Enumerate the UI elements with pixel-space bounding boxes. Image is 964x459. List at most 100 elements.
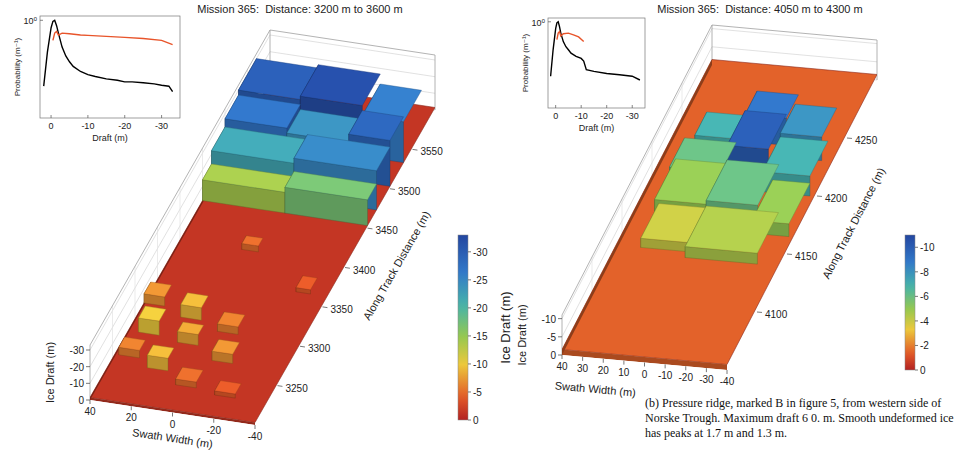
ice-block [147, 345, 173, 371]
block-top [349, 111, 404, 141]
colorbar-label: -25 [473, 275, 488, 286]
tick-label: -30 [70, 345, 85, 356]
tick-label: -20 [679, 372, 694, 383]
ice-block [176, 367, 203, 388]
tick [86, 366, 90, 367]
tick [368, 228, 373, 230]
colorbar-tick [468, 391, 471, 392]
colorbar-tick [468, 307, 471, 308]
inset-lines [44, 20, 173, 91]
tick-label: -20 [70, 362, 85, 373]
tick-label: 0 [550, 350, 556, 361]
tick-label: 20 [126, 412, 138, 423]
tick-label: 3500 [398, 186, 421, 197]
axis-title: Probability (m⁻¹) [521, 33, 530, 92]
caption: (b) Pressure ridge, marked B in figure 5… [645, 396, 957, 441]
tick-label: -40 [720, 376, 735, 387]
tick-label: 0 [78, 395, 84, 406]
block-top [218, 312, 245, 327]
block-top [181, 293, 208, 308]
tick-label: 4150 [795, 251, 818, 262]
inset-line [557, 32, 584, 42]
tick-label: 4200 [825, 193, 848, 204]
colorbar-title: Ice Draft (m) [498, 291, 513, 363]
tick [847, 138, 852, 139]
ice-block [119, 337, 145, 358]
level-ice [90, 83, 435, 423]
inset-frame [548, 18, 645, 108]
tick [757, 312, 762, 313]
block-top [212, 339, 239, 354]
tick-label: 3450 [376, 225, 399, 236]
tick-label: -10 [70, 378, 85, 389]
tick-label: 0 [553, 111, 558, 121]
block-top [242, 236, 263, 246]
tick-label: 3550 [421, 146, 444, 157]
tick-label: 30 [577, 363, 589, 374]
ice-block [181, 293, 208, 321]
axis-title: Swath Width (m) [554, 379, 636, 398]
tick-label: -40 [248, 431, 263, 442]
figure: 40200-20-403250330033503400345035003550-… [0, 0, 964, 459]
tick [300, 346, 305, 348]
tick [787, 254, 792, 255]
ice-block [203, 164, 295, 213]
tick-label: 4250 [855, 135, 878, 146]
tick [86, 383, 90, 384]
axis-title: Along Track Distance (m) [820, 166, 887, 281]
grid-line [112, 306, 113, 361]
tick-label: 0 [49, 121, 54, 131]
colorbar-label: -20 [473, 303, 488, 314]
tick-label: -30 [155, 121, 168, 131]
block-top [215, 381, 242, 394]
tick-label: 20 [598, 365, 610, 376]
tick [124, 115, 125, 118]
tick [562, 355, 563, 359]
block-top [294, 135, 390, 171]
ice-block [139, 306, 166, 335]
colorbar-label: -10 [920, 242, 935, 253]
box-frame [712, 25, 713, 65]
tick-label: -10 [542, 314, 557, 325]
tick-label: 40 [556, 361, 568, 372]
tick [558, 336, 562, 337]
colorbar-tick [915, 271, 918, 272]
block-top [147, 345, 173, 358]
tick-label: 3250 [286, 383, 309, 394]
tick [558, 355, 562, 356]
box-frame [90, 345, 91, 400]
axis-title: Draft (m) [92, 133, 128, 143]
panel: 40200-20-403250330033503400345035003550-… [13, 3, 513, 450]
block-top [296, 276, 317, 290]
tick [606, 105, 607, 108]
axis-title: Along Track Distance (m) [361, 209, 433, 322]
axis-title: Draft (m) [579, 123, 615, 133]
axis-title: Swath Width (m) [132, 426, 214, 450]
block-top [212, 127, 308, 163]
colorbar-tick [468, 279, 471, 280]
colorbar-tick [468, 251, 471, 252]
tick [213, 419, 214, 423]
axis-title: Probability (m⁻¹) [13, 37, 22, 96]
block-top [178, 322, 204, 335]
tick-label: 10 [618, 367, 630, 378]
colorbar [905, 235, 915, 370]
block-top [285, 172, 377, 200]
colorbar-tick [915, 296, 918, 297]
tick [632, 105, 633, 108]
panel: 403020100-10-20-30-404100415042004250-10… [516, 3, 935, 399]
tick [51, 115, 52, 118]
tick [685, 366, 686, 370]
block-top [300, 65, 380, 106]
block-top [780, 104, 836, 137]
tick [90, 400, 91, 404]
grid-line [157, 227, 158, 282]
colorbar-label: -4 [920, 316, 929, 327]
inset-line [53, 31, 173, 44]
inset-line [551, 22, 640, 80]
tick [278, 385, 283, 387]
tick-label: 10⁰ [23, 16, 37, 26]
tick [706, 368, 707, 372]
tick [623, 361, 624, 365]
colorbar-label: -6 [920, 291, 929, 302]
